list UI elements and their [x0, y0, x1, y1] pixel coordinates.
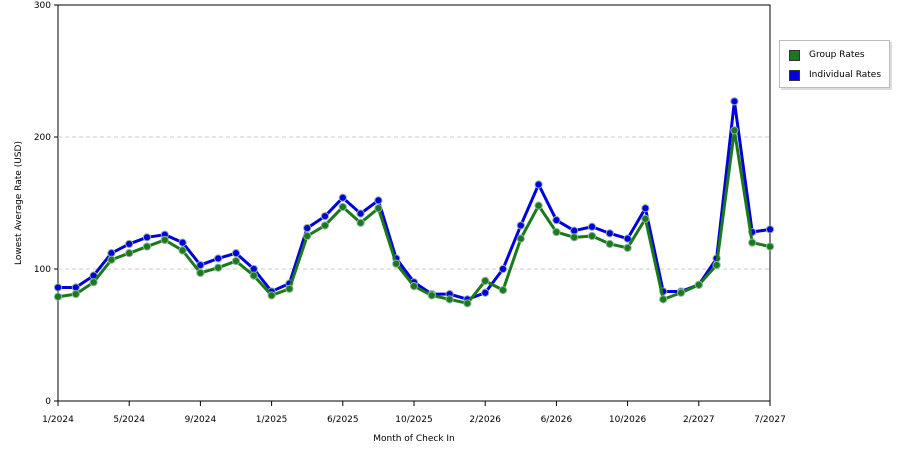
data-point-group-rates — [196, 268, 205, 278]
data-point-group-rates — [694, 280, 703, 289]
data-point-individual-rates — [481, 288, 490, 297]
data-point-individual-rates — [142, 233, 152, 242]
data-point-individual-rates — [356, 209, 365, 218]
x-tick-label: 2/2026 — [469, 415, 501, 425]
data-point-group-rates — [285, 284, 294, 293]
data-point-group-rates — [89, 278, 98, 287]
data-point-individual-rates — [214, 254, 223, 263]
y-tick-label: 200 — [34, 133, 51, 143]
data-point-group-rates — [356, 218, 365, 227]
legend-label-individual-rates: Individual Rates — [809, 70, 882, 80]
data-point-individual-rates — [374, 196, 383, 205]
x-tick-label: 1/2024 — [42, 415, 74, 425]
data-point-individual-rates — [303, 223, 312, 233]
data-point-group-rates — [623, 243, 632, 252]
data-point-group-rates — [231, 256, 241, 266]
data-point-group-rates — [214, 263, 223, 272]
data-point-group-rates — [445, 295, 454, 304]
data-point-group-rates — [320, 221, 330, 230]
data-point-individual-rates — [765, 225, 775, 234]
data-point-group-rates — [249, 271, 258, 280]
data-point-individual-rates — [231, 249, 241, 258]
data-point-group-rates — [748, 238, 757, 247]
y-axis-title: Lowest Average Rate (USD) — [14, 141, 24, 265]
legend-label-group-rates: Group Rates — [809, 50, 865, 60]
series-layer — [53, 97, 775, 308]
x-axis: 1/2024 5/2024 9/2024 1/2025 6/2025 10/2025 2/2… — [42, 401, 786, 425]
data-point-individual-rates — [498, 264, 508, 274]
x-tick-label: 6/2025 — [327, 415, 359, 425]
data-point-group-rates — [659, 295, 668, 304]
data-point-group-rates — [498, 286, 508, 295]
legend-swatch-group-rates — [789, 49, 800, 61]
data-point-group-rates — [570, 233, 579, 242]
x-tick-label: 10/2026 — [609, 415, 647, 425]
x-tick-label: 2/2027 — [683, 415, 715, 425]
legend-item-group-rates: Group Rates — [789, 48, 865, 62]
x-tick-label: 9/2024 — [185, 415, 217, 425]
data-point-individual-rates — [178, 238, 187, 247]
data-point-individual-rates — [623, 234, 632, 243]
data-point-individual-rates — [605, 229, 614, 238]
data-point-group-rates — [160, 235, 169, 245]
y-tick-label: 300 — [34, 1, 51, 11]
data-point-group-rates — [427, 291, 436, 300]
data-point-group-rates — [374, 204, 383, 213]
data-point-group-rates — [107, 255, 116, 264]
data-point-individual-rates — [125, 239, 134, 249]
x-tick-label: 7/2027 — [754, 415, 786, 425]
data-point-group-rates — [552, 227, 561, 237]
data-point-individual-rates — [641, 204, 650, 213]
y-tick-label: 0 — [45, 397, 51, 407]
data-point-group-rates — [712, 260, 721, 270]
data-point-individual-rates — [534, 180, 543, 189]
legend: Group Rates Individual Rates — [779, 40, 890, 88]
data-point-individual-rates — [53, 283, 63, 292]
data-point-group-rates — [71, 289, 80, 299]
legend-swatch-individual-rates — [789, 69, 800, 81]
data-point-individual-rates — [196, 260, 205, 270]
data-point-individual-rates — [320, 212, 330, 221]
x-tick-label: 1/2025 — [256, 415, 288, 425]
data-point-individual-rates — [552, 216, 561, 225]
x-tick-label: 5/2024 — [113, 415, 145, 425]
data-point-group-rates — [125, 249, 134, 258]
x-tick-label: 10/2025 — [395, 415, 432, 425]
data-point-group-rates — [481, 276, 490, 285]
data-point-group-rates — [587, 231, 597, 241]
data-point-group-rates — [730, 126, 739, 135]
y-axis: 0 100 200 300 — [34, 1, 58, 407]
data-point-individual-rates — [730, 97, 739, 106]
data-point-individual-rates — [516, 221, 525, 230]
data-point-group-rates — [267, 291, 276, 300]
y-tick-label: 100 — [34, 265, 51, 275]
plot-area — [57, 4, 771, 402]
x-tick-label: 6/2026 — [541, 415, 573, 425]
data-point-group-rates — [392, 259, 401, 268]
x-axis-title: Month of Check In — [373, 434, 455, 444]
data-point-group-rates — [338, 202, 347, 212]
data-point-group-rates — [409, 282, 419, 291]
data-point-group-rates — [676, 288, 686, 297]
data-point-group-rates — [178, 246, 187, 255]
data-point-group-rates — [53, 292, 63, 301]
data-point-group-rates — [463, 299, 472, 308]
data-point-individual-rates — [338, 193, 347, 202]
data-point-group-rates — [142, 242, 152, 251]
data-point-group-rates — [605, 239, 614, 249]
data-point-group-rates — [516, 234, 525, 243]
data-point-group-rates — [303, 231, 312, 241]
data-point-group-rates — [765, 242, 775, 251]
legend-item-individual-rates: Individual Rates — [789, 68, 881, 82]
data-point-group-rates — [641, 214, 650, 223]
data-point-group-rates — [534, 201, 543, 210]
data-point-individual-rates — [587, 222, 597, 231]
